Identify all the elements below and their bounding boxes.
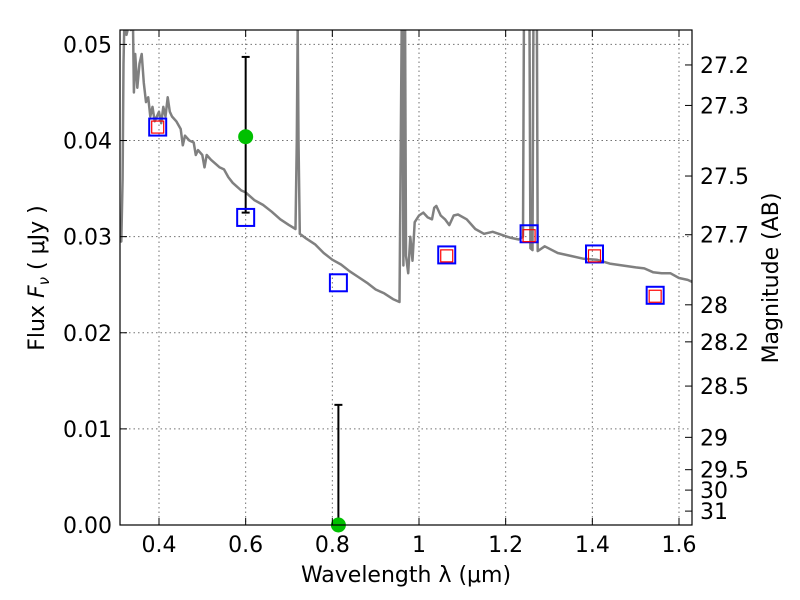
- observed-flux-square: [148, 117, 168, 137]
- y-tick-label: 0.05: [63, 33, 112, 58]
- magnitude-tick-label: 30: [700, 479, 728, 504]
- magnitude-tick-label: 29.5: [700, 459, 749, 484]
- magnitude-tick-label: 27.3: [700, 94, 749, 119]
- y-label-prefix: Flux: [25, 298, 50, 351]
- detection-point: [238, 129, 254, 145]
- y-label-symbol: F: [25, 285, 50, 298]
- model-spectrum-layer: [120, 30, 692, 304]
- model-flux-square: [151, 120, 165, 134]
- x-tick-label: 1.6: [662, 533, 697, 558]
- observed-flux-square: [437, 245, 457, 265]
- y-tick-label: 0.01: [63, 418, 112, 443]
- y-tick-label: 0.00: [63, 514, 112, 539]
- y-axis-label-left: Flux Fν ( μJy ): [25, 205, 53, 350]
- magnitude-tick-label: 27.2: [700, 54, 749, 79]
- y-tick-label: 0.02: [63, 322, 112, 347]
- x-tick-label: 1.4: [575, 533, 610, 558]
- magnitude-tick-label: 28.5: [700, 375, 749, 400]
- magnitude-tick-label: 29: [700, 426, 728, 451]
- y-label-subscript: ν: [35, 277, 53, 285]
- svg-text:Flux Fν ( μJy ): Flux Fν ( μJy ): [25, 205, 53, 350]
- axis-ticks: [120, 30, 692, 526]
- observed-flux-square: [328, 273, 348, 293]
- x-axis-label: Wavelength λ (μm): [301, 563, 511, 588]
- magnitude-tick-label: 31: [700, 500, 728, 525]
- y-label-suffix: ( μJy ): [25, 205, 50, 277]
- magnitude-tick-label: 28: [700, 294, 728, 319]
- model-flux-square: [440, 249, 454, 263]
- plot-frame: [119, 29, 693, 526]
- y-tick-label: 0.04: [63, 130, 112, 155]
- x-tick-label: 0.6: [228, 533, 263, 558]
- observed-flux-square: [645, 285, 665, 305]
- x-tick-label: 1: [412, 533, 426, 558]
- observed-flux-square: [236, 207, 256, 227]
- y-tick-label: 0.03: [63, 226, 112, 251]
- magnitude-tick-label: 27.7: [700, 224, 749, 249]
- model-flux-square: [587, 249, 602, 263]
- magnitude-tick-label: 28.2: [700, 331, 749, 356]
- tick-labels: 0.4 0.6 0.8 1 1.2 1.4 1.6 0.00 0.01 0.02 0.03 0.04 0…: [63, 33, 749, 558]
- x-tick-label: 0.4: [142, 533, 177, 558]
- model-flux-square: [648, 289, 662, 303]
- x-tick-label: 0.8: [315, 533, 350, 558]
- y-axis-label-right: Magnitude (AB): [759, 193, 784, 364]
- model-spectrum-line: [120, 30, 692, 304]
- x-tick-label: 1.2: [488, 533, 523, 558]
- magnitude-tick-label: 27.5: [700, 165, 749, 190]
- model-flux-square: [522, 229, 536, 243]
- svg-text:Magnitude (AB): Magnitude (AB): [759, 193, 784, 364]
